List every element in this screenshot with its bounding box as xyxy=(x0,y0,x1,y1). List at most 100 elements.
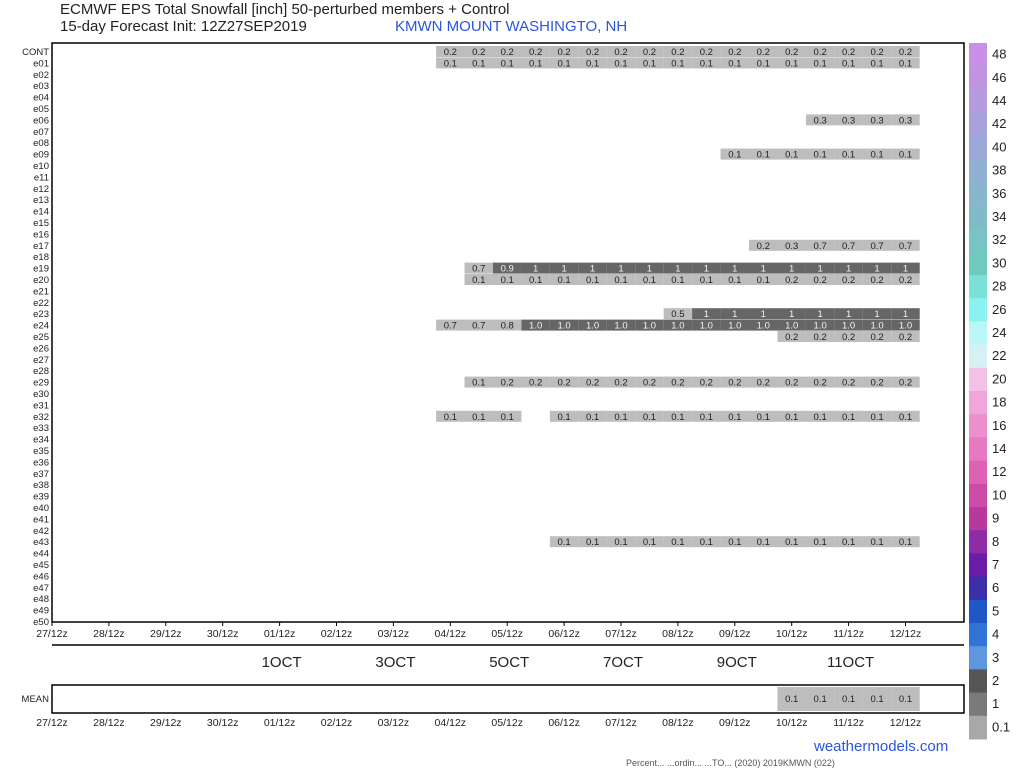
snow-value: 1 xyxy=(903,309,908,320)
snow-cell xyxy=(549,376,579,388)
colorbar-segment xyxy=(969,89,987,114)
colorbar-segment xyxy=(969,646,987,670)
snow-cell xyxy=(635,46,664,57)
snow-value: 0.1 xyxy=(501,275,514,286)
mean-x-tick-label: 07/12z xyxy=(605,717,637,729)
colorbar-segment xyxy=(969,344,987,369)
member-label: CONT xyxy=(22,47,49,58)
snow-value: 0.2 xyxy=(785,275,798,286)
snow-value: 0.1 xyxy=(444,412,457,423)
member-label: e11 xyxy=(34,172,49,183)
snow-value: 0.2 xyxy=(899,275,912,286)
snow-cell xyxy=(578,410,607,422)
colorbar-label: 34 xyxy=(992,209,1006,224)
member-label: e26 xyxy=(33,343,49,354)
snow-cell xyxy=(891,308,920,320)
snow-cell xyxy=(692,319,721,331)
colorbar-segment xyxy=(969,669,987,694)
mean-cell xyxy=(891,687,920,711)
snow-cell xyxy=(663,262,693,274)
member-label: e43 xyxy=(33,537,49,548)
snow-cell xyxy=(749,319,778,331)
snow-value: 0.2 xyxy=(700,378,713,389)
mean-x-tick-label: 30/12z xyxy=(207,717,239,729)
snow-value: 0.1 xyxy=(557,58,570,69)
snow-value: 0.1 xyxy=(785,412,798,423)
snow-value: 0.2 xyxy=(614,47,627,58)
snow-cell xyxy=(692,262,721,274)
member-label: e15 xyxy=(33,218,49,229)
snow-cell xyxy=(464,376,493,388)
snow-value: 0.1 xyxy=(757,150,770,161)
snow-value: 0.2 xyxy=(501,378,514,389)
x-tick-label: 27/12z xyxy=(36,628,68,640)
snow-value: 1 xyxy=(789,264,794,275)
colorbar-segment xyxy=(969,228,987,253)
snow-value: 0.1 xyxy=(870,58,883,69)
mean-x-tick-label: 10/12z xyxy=(776,717,808,729)
colorbar-label: 5 xyxy=(992,603,999,618)
snow-value: 0.2 xyxy=(785,47,798,58)
colorbar-segment xyxy=(969,460,987,485)
snow-cell xyxy=(521,376,550,388)
snow-value: 1 xyxy=(647,264,652,275)
snow-value: 0.1 xyxy=(728,150,741,161)
snow-cell xyxy=(834,46,863,57)
snow-value: 0.1 xyxy=(700,58,713,69)
colorbar-segment xyxy=(969,298,987,322)
mean-cell xyxy=(834,687,863,711)
member-label: e36 xyxy=(33,457,49,468)
colorbar-label: 48 xyxy=(992,47,1006,62)
snow-value: 1 xyxy=(874,309,879,320)
snow-value: 0.1 xyxy=(700,412,713,423)
member-label: e13 xyxy=(33,195,49,206)
snow-value: 1 xyxy=(874,264,879,275)
x-tick-label: 08/12z xyxy=(662,628,694,640)
member-label: e22 xyxy=(33,298,49,309)
snow-cell xyxy=(436,410,465,422)
snow-cell xyxy=(549,410,579,422)
snow-value: 0.7 xyxy=(472,321,485,332)
snow-cell xyxy=(521,57,550,69)
snow-cell xyxy=(862,331,892,342)
x-tick-label: 04/12z xyxy=(435,628,467,640)
mean-x-tick-label: 11/12z xyxy=(833,717,864,729)
member-label: e48 xyxy=(33,594,49,605)
colorbar-label: 30 xyxy=(992,255,1006,270)
snow-value: 0.1 xyxy=(529,58,542,69)
snow-value: 0.2 xyxy=(785,378,798,389)
snow-cell xyxy=(720,376,750,388)
snow-value: 0.7 xyxy=(870,241,883,252)
snow-cell xyxy=(436,57,465,69)
credit-link[interactable]: weathermodels.com xyxy=(814,738,949,755)
snow-value: 0.7 xyxy=(814,241,827,252)
colorbar-label: 44 xyxy=(992,93,1006,108)
snow-value: 0.1 xyxy=(700,537,713,548)
snow-value: 0.1 xyxy=(586,412,599,423)
snow-value: 1.0 xyxy=(757,321,770,332)
snow-cell xyxy=(805,376,835,388)
x-tick-label: 03/12z xyxy=(378,628,410,640)
date-label: 7OCT xyxy=(603,654,643,671)
colorbar-label: 1 xyxy=(992,696,999,711)
snow-value: 0.3 xyxy=(785,241,798,252)
forecast-init: 15-day Forecast Init: 12Z27SEP2019 xyxy=(60,18,307,35)
snow-value: 0.2 xyxy=(814,47,827,58)
colorbar-label: 12 xyxy=(992,464,1006,479)
snow-cell xyxy=(862,536,892,548)
colorbar-label: 22 xyxy=(992,348,1006,363)
snow-value: 1 xyxy=(704,264,709,275)
snow-value: 0.3 xyxy=(870,115,883,126)
snow-value: 0.2 xyxy=(529,47,542,58)
x-tick-label: 30/12z xyxy=(207,628,239,640)
snow-cell xyxy=(663,319,693,331)
snow-cell xyxy=(720,319,750,331)
snow-cell xyxy=(492,262,522,274)
snow-cell xyxy=(720,308,750,320)
snow-value: 1.0 xyxy=(870,321,883,332)
snow-value: 0.1 xyxy=(814,537,827,548)
member-label: e47 xyxy=(33,583,49,594)
colorbar-label: 4 xyxy=(992,627,999,642)
snow-value: 0.1 xyxy=(643,412,656,423)
snow-value: 1 xyxy=(561,264,566,275)
